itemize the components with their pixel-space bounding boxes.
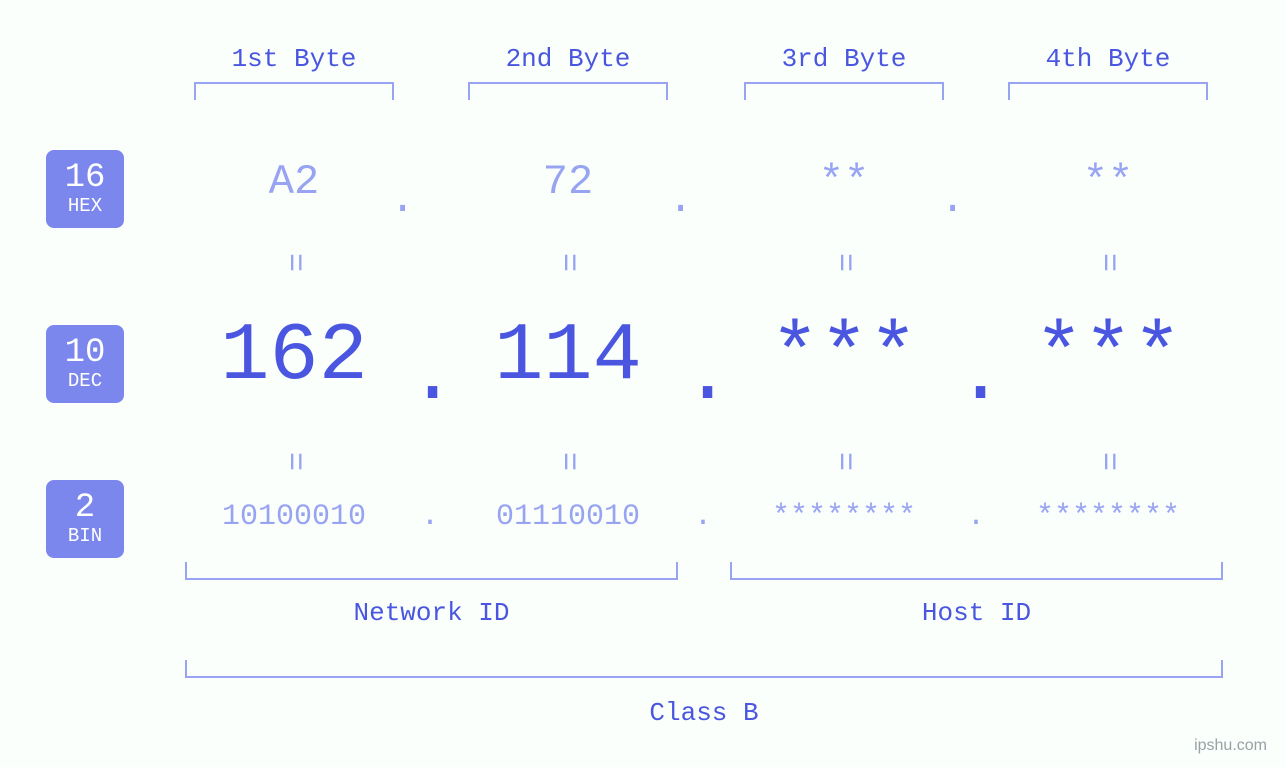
host-id-label: Host ID	[730, 598, 1223, 628]
equals-icon: =	[826, 243, 863, 283]
dec-chip-label: DEC	[68, 370, 102, 393]
network-id-label: Network ID	[185, 598, 678, 628]
hex-byte-3: **	[784, 158, 904, 206]
hex-byte-2: 72	[508, 158, 628, 206]
hex-dot-3: .	[940, 176, 960, 224]
byte-label-4: 4th Byte	[998, 44, 1218, 74]
bin-dot-2: .	[693, 500, 713, 534]
class-bracket	[185, 660, 1223, 678]
dec-byte-1: 162	[174, 310, 414, 403]
dec-byte-4: ***	[988, 310, 1228, 403]
hex-byte-1: A2	[234, 158, 354, 206]
equals-icon: =	[550, 243, 587, 283]
dec-chip: 10 DEC	[46, 325, 124, 403]
equals-icon: =	[276, 442, 313, 482]
hex-byte-4: **	[1048, 158, 1168, 206]
bin-dot-1: .	[420, 500, 440, 534]
byte-bracket-2	[468, 82, 668, 100]
bin-byte-4: ********	[984, 500, 1232, 534]
byte-label-1: 1st Byte	[184, 44, 404, 74]
host-id-bracket	[730, 562, 1223, 580]
byte-label-2: 2nd Byte	[458, 44, 678, 74]
equals-icon: =	[1090, 243, 1127, 283]
hex-chip-label: HEX	[68, 195, 102, 218]
equals-icon: =	[550, 442, 587, 482]
bin-byte-2: 01110010	[444, 500, 692, 534]
dec-byte-3: ***	[724, 310, 964, 403]
bin-chip-label: BIN	[68, 525, 102, 548]
dec-dot-1: .	[408, 330, 448, 423]
dec-byte-2: 114	[448, 310, 688, 403]
hex-chip-num: 16	[65, 161, 106, 195]
dec-dot-3: .	[956, 330, 996, 423]
bin-byte-1: 10100010	[170, 500, 418, 534]
equals-icon: =	[1090, 442, 1127, 482]
bin-dot-3: .	[966, 500, 986, 534]
byte-label-3: 3rd Byte	[734, 44, 954, 74]
hex-chip: 16 HEX	[46, 150, 124, 228]
equals-icon: =	[276, 243, 313, 283]
byte-bracket-3	[744, 82, 944, 100]
dec-dot-2: .	[683, 330, 723, 423]
bin-chip-num: 2	[75, 491, 95, 525]
network-id-bracket	[185, 562, 678, 580]
dec-chip-num: 10	[65, 336, 106, 370]
class-label: Class B	[185, 698, 1223, 728]
byte-bracket-4	[1008, 82, 1208, 100]
equals-icon: =	[826, 442, 863, 482]
hex-dot-1: .	[390, 176, 410, 224]
watermark: ipshu.com	[1194, 737, 1267, 755]
bin-byte-3: ********	[720, 500, 968, 534]
hex-dot-2: .	[668, 176, 688, 224]
byte-bracket-1	[194, 82, 394, 100]
bin-chip: 2 BIN	[46, 480, 124, 558]
